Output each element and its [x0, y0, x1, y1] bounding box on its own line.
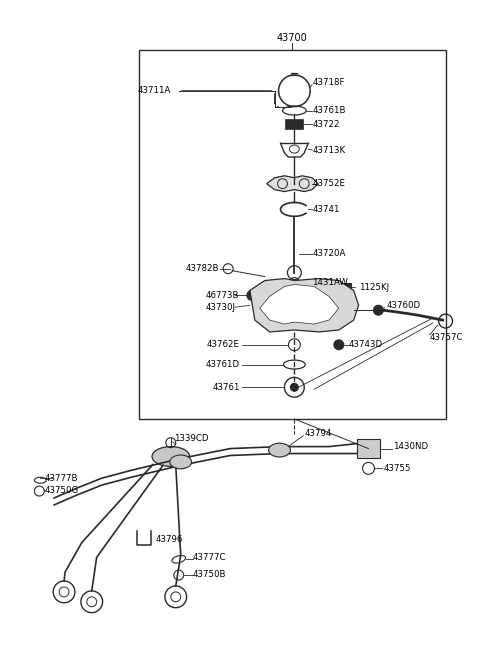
Text: 43794: 43794	[304, 429, 332, 438]
Text: 43720A: 43720A	[312, 250, 346, 258]
Text: 43760D: 43760D	[386, 301, 420, 310]
Text: 43777C: 43777C	[192, 553, 226, 562]
Ellipse shape	[170, 455, 192, 469]
Ellipse shape	[269, 443, 290, 457]
Text: 43718F: 43718F	[312, 79, 345, 87]
Text: 43777B: 43777B	[44, 474, 78, 483]
Circle shape	[373, 305, 384, 315]
Text: 46773B: 46773B	[205, 291, 239, 300]
Bar	[357, 439, 380, 458]
Text: 43750B: 43750B	[192, 570, 226, 578]
Bar	[139, 50, 445, 419]
Text: 43782B: 43782B	[186, 264, 219, 273]
Circle shape	[288, 301, 300, 313]
Text: 43700: 43700	[277, 33, 308, 43]
Text: 43757C: 43757C	[430, 333, 463, 343]
Polygon shape	[267, 176, 318, 192]
Text: 43713K: 43713K	[312, 145, 345, 155]
Text: 43722: 43722	[312, 120, 340, 129]
Circle shape	[290, 383, 298, 391]
Circle shape	[334, 340, 344, 350]
Text: 1339CD: 1339CD	[174, 434, 208, 443]
Text: 43761D: 43761D	[206, 360, 240, 369]
Text: 43730J: 43730J	[205, 303, 235, 312]
Text: 43761: 43761	[213, 383, 240, 392]
Text: 1125KJ: 1125KJ	[359, 283, 389, 292]
Text: 43755: 43755	[384, 464, 411, 473]
Text: 43752E: 43752E	[312, 179, 345, 188]
Text: 43762E: 43762E	[207, 341, 240, 349]
Text: 1430ND: 1430ND	[393, 442, 428, 451]
Text: 43761B: 43761B	[312, 106, 346, 115]
Text: 43741: 43741	[312, 205, 340, 214]
Polygon shape	[260, 284, 339, 324]
Text: 43796: 43796	[156, 535, 183, 544]
Bar	[286, 119, 303, 129]
Text: 43750G: 43750G	[44, 485, 79, 495]
Polygon shape	[250, 278, 359, 332]
Circle shape	[247, 290, 257, 301]
Text: 43743D: 43743D	[349, 341, 383, 349]
Bar	[343, 282, 351, 292]
Text: 1431AW: 1431AW	[312, 278, 348, 287]
Ellipse shape	[152, 447, 190, 466]
Text: 43711A: 43711A	[137, 86, 170, 95]
